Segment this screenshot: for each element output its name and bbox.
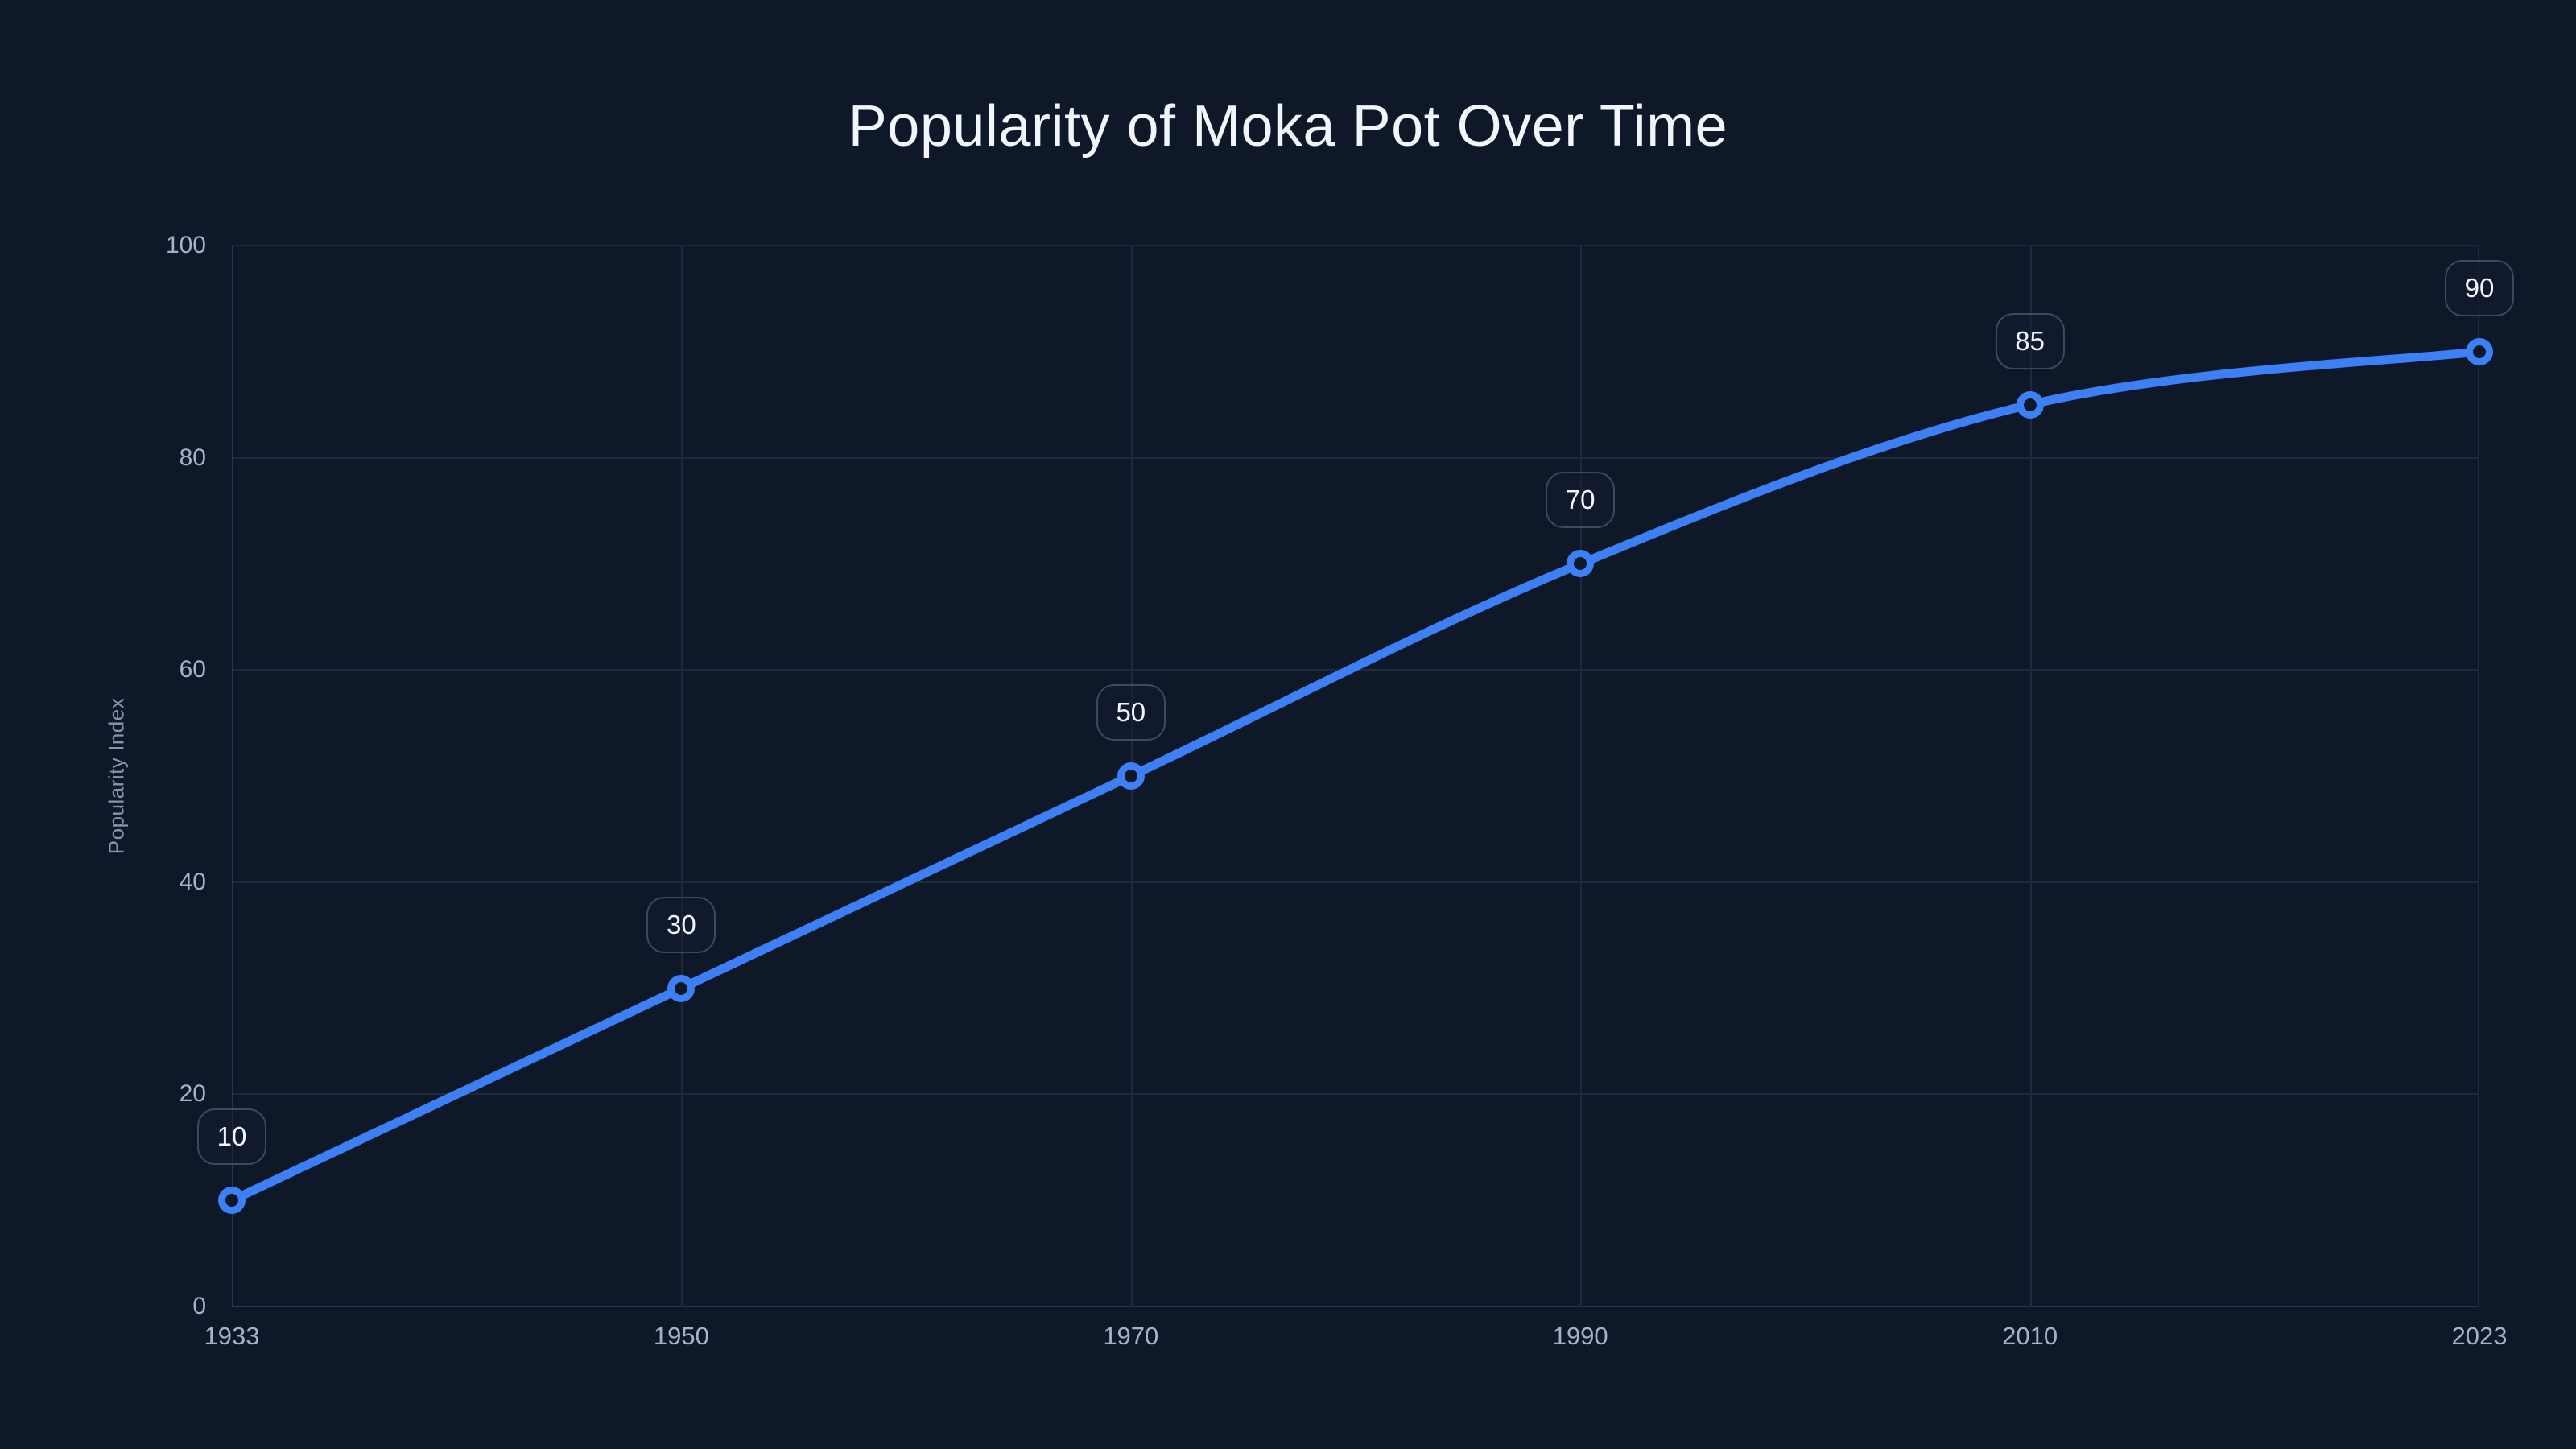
data-point-marker[interactable] [2016, 390, 2044, 419]
x-tick-label: 1950 [653, 1322, 709, 1350]
y-axis: 0 20 40 60 80 100 [0, 232, 206, 1319]
point-value-label: 85 [1995, 312, 2065, 369]
h-gridline [232, 881, 2479, 883]
h-gridline [232, 245, 2479, 246]
v-gridline [2478, 246, 2479, 1307]
point-value-label: 50 [1096, 684, 1166, 741]
data-point-marker[interactable] [218, 1187, 246, 1215]
y-tick-label: 80 [179, 444, 206, 471]
data-point-marker[interactable] [1567, 550, 1595, 578]
x-tick-label: 1990 [1552, 1322, 1608, 1350]
data-point-marker[interactable] [667, 974, 696, 1002]
data-point-marker[interactable] [1117, 762, 1145, 790]
x-tick-label: 2010 [2002, 1322, 2058, 1350]
h-gridline [232, 1306, 2479, 1307]
point-value-label: 30 [646, 896, 716, 953]
y-tick-label: 40 [179, 868, 206, 895]
x-tick-label: 1970 [1103, 1322, 1159, 1350]
line-series-svg [227, 347, 2484, 1205]
line-path [227, 347, 2484, 1205]
v-gridline [1580, 246, 1583, 1307]
point-value-label: 90 [2445, 259, 2514, 316]
h-gridline [232, 456, 2479, 459]
v-gridline [681, 246, 683, 1307]
x-tick-label: 2023 [2451, 1322, 2508, 1350]
y-tick-label: 60 [179, 656, 206, 683]
x-tick-label: 1933 [204, 1322, 260, 1350]
point-value-label: 10 [197, 1108, 266, 1166]
v-gridline [2029, 246, 2032, 1307]
chart-title: Popularity of Moka Pot Over Time [848, 94, 1728, 159]
h-gridline [232, 1093, 2479, 1096]
v-gridline [232, 246, 233, 1307]
y-tick-label: 100 [165, 232, 206, 258]
y-tick-label: 20 [179, 1080, 206, 1108]
plot-area: 10 30 50 70 85 90 [197, 245, 2514, 1307]
data-point-marker[interactable] [2466, 337, 2493, 365]
x-axis: 1933 1950 1970 1990 2010 2023 [204, 1320, 2508, 1368]
y-tick-label: 0 [192, 1293, 206, 1319]
point-value-label: 70 [1546, 472, 1616, 529]
